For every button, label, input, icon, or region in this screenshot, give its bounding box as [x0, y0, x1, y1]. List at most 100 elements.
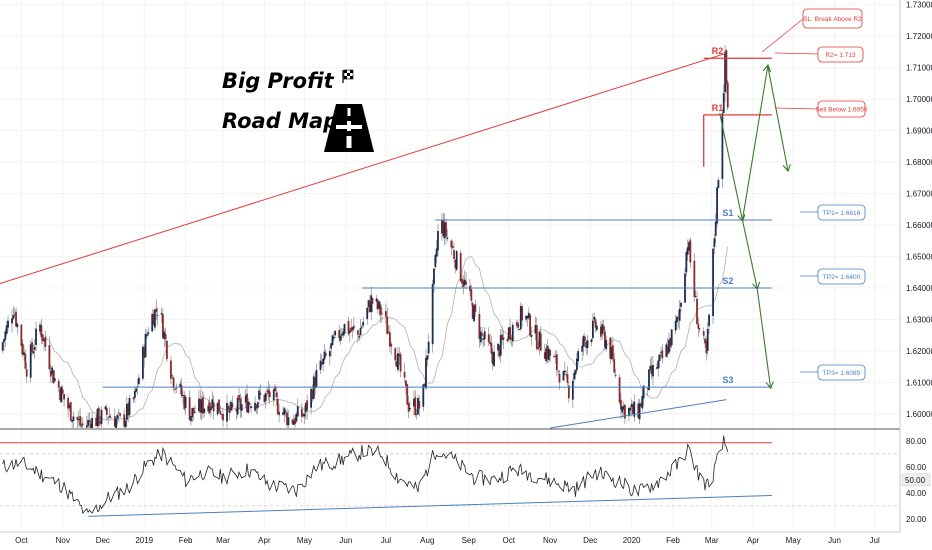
candle-body	[507, 327, 510, 340]
y-tick-label: 1.64000	[906, 284, 932, 293]
candle	[389, 325, 391, 353]
candle	[310, 387, 313, 415]
level-tag-s3: S3	[722, 375, 733, 385]
headline-road-map: Road Map	[222, 109, 338, 133]
candle	[453, 242, 455, 262]
candle	[517, 319, 520, 332]
candle	[674, 314, 677, 335]
candle-body	[109, 417, 112, 419]
candle	[123, 408, 126, 428]
candle-body	[235, 409, 238, 412]
candle	[583, 333, 586, 347]
candle-body	[226, 402, 228, 422]
candle-body	[613, 358, 616, 373]
candle	[507, 326, 510, 342]
x-tick-label: May	[786, 536, 801, 545]
candle-body	[284, 411, 287, 413]
candle	[282, 405, 284, 416]
tp3-label-box-text: TP3= 1.6085	[823, 370, 861, 377]
candle-body	[328, 351, 331, 357]
candle-body	[502, 337, 505, 340]
candle	[267, 380, 270, 401]
tp1-label-box: TP1= 1.6616	[817, 204, 866, 221]
candle-body	[590, 339, 593, 343]
candle	[601, 319, 604, 340]
candle-body	[658, 354, 661, 361]
candle	[15, 307, 17, 329]
candle-body	[170, 360, 172, 379]
candle	[164, 327, 167, 347]
candle-body	[133, 390, 136, 398]
candle	[435, 240, 438, 264]
r2-label-box-text: R2= 1.713	[825, 52, 856, 59]
candle	[669, 337, 672, 352]
candle-body	[291, 419, 294, 424]
candle-body	[398, 353, 401, 357]
candle	[295, 411, 298, 423]
candle	[302, 412, 305, 418]
candle	[668, 332, 670, 354]
candle-body	[135, 388, 138, 392]
candle-body	[304, 403, 307, 413]
candle-body	[330, 343, 333, 349]
candle	[442, 213, 445, 239]
candle-body	[236, 398, 239, 415]
candle-body	[628, 407, 630, 416]
candle-body	[151, 313, 154, 332]
candle-body	[666, 346, 669, 355]
candle-body	[107, 417, 110, 419]
candle-body	[240, 404, 243, 411]
candle	[88, 411, 91, 428]
candle	[454, 258, 457, 274]
candle-body	[210, 406, 212, 411]
candle-body	[166, 340, 168, 360]
candle-body	[360, 326, 363, 328]
candle-body	[726, 82, 729, 108]
candle	[640, 401, 642, 407]
candle-body	[43, 338, 45, 342]
candle-body	[25, 369, 28, 377]
candle	[35, 321, 37, 351]
candle	[641, 388, 644, 412]
candle	[593, 312, 596, 324]
candle-body	[116, 415, 119, 419]
candle-body	[63, 393, 65, 400]
candle-body	[482, 338, 485, 340]
x-tick-label: May	[297, 536, 312, 545]
candle	[465, 272, 467, 290]
sl-connector	[761, 18, 804, 53]
candle-body	[688, 242, 690, 251]
candle-body	[591, 320, 594, 339]
candle-body	[79, 416, 82, 426]
candle-body	[716, 187, 718, 224]
y-tick-label: 1.67000	[906, 190, 932, 199]
candle	[414, 390, 417, 418]
candle-body	[694, 296, 697, 298]
candle	[471, 301, 474, 320]
candle-body	[376, 300, 379, 310]
candle	[272, 388, 275, 407]
candle-body	[535, 325, 538, 349]
candle	[113, 408, 116, 428]
candle	[437, 223, 439, 257]
candle	[116, 413, 119, 425]
candle	[371, 297, 374, 313]
candle	[199, 390, 202, 419]
candle	[328, 346, 331, 366]
candle-body	[558, 373, 561, 383]
candle-body	[117, 412, 120, 414]
candle-body	[31, 342, 33, 352]
candle-body	[356, 330, 359, 335]
candle-body	[632, 404, 634, 414]
candle-body	[443, 222, 446, 239]
candle-body	[426, 355, 429, 360]
candle-body	[427, 341, 430, 354]
candle	[323, 343, 326, 364]
candle	[218, 399, 220, 412]
candle-body	[283, 408, 286, 415]
candle-body	[451, 246, 454, 249]
candle	[378, 300, 381, 316]
candle	[415, 408, 418, 420]
candle-body	[506, 339, 509, 342]
candle-body	[155, 308, 158, 312]
